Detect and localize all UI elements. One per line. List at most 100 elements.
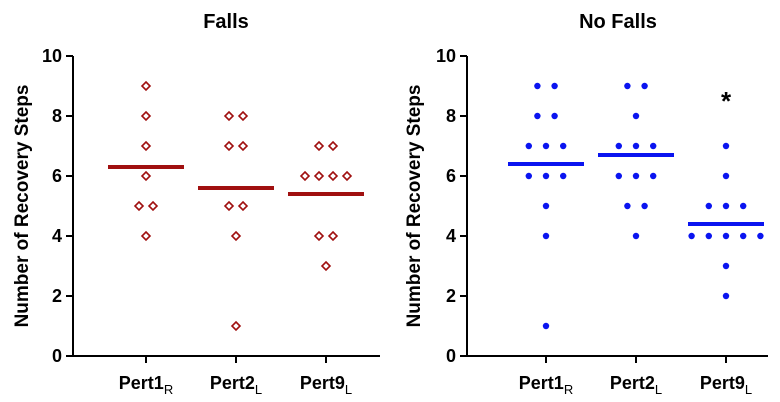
no-falls-data-point	[534, 112, 541, 120]
falls-data-point	[140, 170, 152, 182]
falls-y-tick-label: 2	[52, 286, 62, 306]
no-falls-y-tick-label: 0	[446, 346, 456, 366]
no-falls-data-point	[542, 232, 550, 240]
no-falls-category-name: Pert2	[610, 373, 655, 393]
falls-category-subscript: L	[345, 382, 352, 397]
no-falls-data-point	[525, 172, 532, 180]
no-falls-panel: No Falls Number of Recovery Steps 0 2 4 6 8 1…	[404, 11, 768, 397]
no-falls-means	[508, 153, 764, 226]
falls-data-point	[299, 170, 311, 182]
falls-y-axis-label: Number of Recovery Steps	[12, 85, 33, 328]
falls-y-tick-label: 4	[52, 226, 62, 246]
no-falls-category-subscript: R	[564, 382, 573, 397]
no-falls-data-point	[632, 142, 640, 150]
no-falls-data-point	[542, 142, 550, 150]
falls-data-point	[327, 170, 339, 182]
no-falls-data-point	[525, 142, 532, 150]
falls-category-name: Pert2	[210, 373, 255, 393]
no-falls-y-tick-label: 4	[446, 226, 456, 246]
no-falls-category-label: Pert2L	[610, 373, 662, 397]
no-falls-data-point	[705, 202, 712, 210]
falls-data-point	[327, 230, 339, 242]
no-falls-data-point	[534, 82, 541, 90]
no-falls-y-ticks: 0 2 4 6 8 10	[436, 46, 467, 366]
no-falls-y-tick-label: 2	[446, 286, 456, 306]
no-falls-points	[525, 82, 764, 330]
falls-data-point	[223, 140, 235, 152]
no-falls-data-point	[740, 202, 747, 210]
no-falls-data-point	[650, 172, 657, 180]
falls-data-point	[147, 200, 159, 212]
falls-points	[133, 80, 353, 332]
no-falls-categories: Pert1R Pert2L Pert9L	[519, 356, 752, 397]
no-falls-y-tick-label: 10	[436, 46, 456, 66]
no-falls-data-point	[624, 82, 631, 90]
no-falls-data-point	[722, 232, 730, 240]
falls-y-tick-label: 6	[52, 166, 62, 186]
no-falls-y-tick-label: 8	[446, 106, 456, 126]
falls-category-label: Pert1R	[119, 373, 173, 397]
no-falls-data-point	[705, 232, 712, 240]
no-falls-data-point	[740, 232, 747, 240]
no-falls-axes	[466, 56, 768, 357]
falls-data-point	[313, 140, 325, 152]
no-falls-category-name: Pert9	[700, 373, 745, 393]
falls-data-point	[327, 140, 339, 152]
no-falls-category-name: Pert1	[519, 373, 564, 393]
falls-categories: Pert1R Pert2L Pert9L	[119, 356, 352, 397]
no-falls-category-subscript: L	[745, 382, 752, 397]
falls-y-tick-label: 0	[52, 346, 62, 366]
no-falls-data-point	[722, 172, 730, 180]
no-falls-data-point	[757, 232, 764, 240]
falls-data-point	[230, 320, 242, 332]
no-falls-data-point	[551, 82, 558, 90]
no-falls-data-point	[632, 172, 640, 180]
no-falls-data-point	[722, 142, 730, 150]
falls-y-tick-label: 10	[42, 46, 62, 66]
no-falls-data-point	[560, 142, 567, 150]
no-falls-y-tick-label: 6	[446, 166, 456, 186]
falls-data-point	[237, 110, 249, 122]
no-falls-data-point	[615, 172, 622, 180]
falls-means	[108, 165, 364, 196]
falls-data-point	[140, 140, 152, 152]
falls-axes	[72, 56, 380, 357]
falls-data-point	[223, 110, 235, 122]
falls-category-label: Pert9L	[300, 373, 352, 397]
no-falls-data-point	[641, 202, 648, 210]
falls-data-point	[313, 170, 325, 182]
falls-category-subscript: R	[164, 382, 173, 397]
falls-y-ticks: 0 2 4 6 8 10	[42, 46, 73, 366]
falls-panel: Falls Number of Recovery Steps 0 2 4 6 8 10 P…	[12, 11, 380, 397]
no-falls-data-point	[615, 142, 622, 150]
no-falls-data-point	[632, 232, 640, 240]
no-falls-data-point	[542, 322, 550, 330]
no-falls-data-point	[722, 292, 730, 300]
no-falls-data-point	[632, 112, 640, 120]
falls-data-point	[320, 260, 332, 272]
falls-category-name: Pert9	[300, 373, 345, 393]
no-falls-data-point	[624, 202, 631, 210]
falls-data-point	[140, 110, 152, 122]
no-falls-data-point	[641, 82, 648, 90]
no-falls-data-point	[551, 112, 558, 120]
falls-category-subscript: L	[255, 382, 262, 397]
falls-data-point	[237, 140, 249, 152]
no-falls-data-point	[722, 202, 730, 210]
falls-data-point	[140, 230, 152, 242]
falls-data-point	[237, 200, 249, 212]
falls-data-point	[133, 200, 145, 212]
no-falls-significance-marker: *	[721, 86, 732, 116]
falls-data-point	[230, 230, 242, 242]
no-falls-annotations: *	[721, 86, 732, 116]
no-falls-data-point	[722, 262, 730, 270]
no-falls-category-label: Pert9L	[700, 373, 752, 397]
no-falls-data-point	[650, 142, 657, 150]
falls-data-point	[140, 80, 152, 92]
falls-title: Falls	[203, 11, 249, 33]
falls-category-label: Pert2L	[210, 373, 262, 397]
no-falls-data-point	[560, 172, 567, 180]
falls-data-point	[341, 170, 353, 182]
falls-data-point	[223, 200, 235, 212]
